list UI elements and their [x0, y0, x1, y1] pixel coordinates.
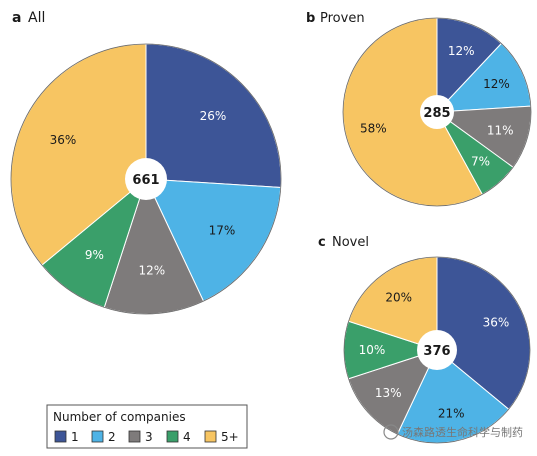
pie-chart-proven: 12% 12% 11% 7% 58% 285: [342, 17, 532, 207]
proven-center-circle: [420, 95, 454, 129]
all-slice-label-5+: 36%: [50, 133, 77, 147]
watermark-text: 汤森路透生命科学与制药: [402, 425, 523, 439]
legend-swatch-1: [54, 430, 67, 443]
proven-slice-label-1: 12%: [448, 44, 475, 58]
panel-b-letter: b: [306, 11, 315, 26]
legend-swatch-2: [91, 430, 104, 443]
proven-slice-label-4: 7%: [471, 154, 490, 168]
panel-b-title: Proven: [320, 11, 365, 26]
proven-slice-label-5+: 58%: [360, 121, 387, 135]
panel-c-letter: c: [318, 235, 326, 250]
proven-slice-label-2: 12%: [483, 77, 510, 91]
all-total-label: 661: [132, 173, 159, 188]
novel-slice-label-1: 36%: [483, 315, 510, 329]
legend-label-4: 4: [183, 430, 191, 444]
all-slice-label-3: 12%: [138, 264, 165, 278]
proven-pie-outline: [342, 17, 532, 207]
panel-c-title: Novel: [332, 235, 369, 250]
legend: Number of companies 1 2 3 4 5+: [46, 404, 248, 449]
all-slice-label-2: 17%: [209, 224, 236, 238]
legend-swatch-3: [128, 430, 141, 443]
legend-swatch-5+: [204, 430, 217, 443]
watermark: 汤森路透生命科学与制药: [383, 424, 523, 440]
novel-slice-label-4: 10%: [359, 343, 386, 357]
panel-a: a All 26% 17% 12% 9% 36% 661: [10, 10, 282, 315]
legend-label-3: 3: [145, 430, 153, 444]
legend-items: 1 2 3 4 5+: [54, 430, 239, 444]
legend-label-2: 2: [108, 430, 116, 444]
novel-pie-outline: [343, 256, 531, 444]
novel-slice-label-5+: 20%: [385, 290, 412, 304]
legend-label-5+: 5+: [221, 430, 239, 444]
all-slice-label-1: 26%: [200, 109, 227, 123]
proven-slice-label-3: 11%: [487, 123, 514, 137]
panel-a-title: All: [28, 10, 45, 26]
legend-swatch-4: [166, 430, 179, 443]
legend-label-1: 1: [71, 430, 79, 444]
all-slice-label-4: 9%: [85, 248, 104, 262]
panel-c: c Novel 36% 21% 13% 10% 20% 376: [318, 235, 531, 444]
novel-slice-label-2: 21%: [438, 407, 465, 421]
proven-total-label: 285: [423, 106, 450, 121]
legend-title: Number of companies: [53, 410, 186, 424]
novel-total-label: 376: [423, 344, 450, 359]
pie-chart-novel: 36% 21% 13% 10% 20% 376: [343, 256, 531, 444]
panel-b: b Proven 12% 12% 11% 7% 58% 285: [306, 11, 532, 207]
panel-a-letter: a: [12, 10, 21, 26]
novel-slice-label-3: 13%: [375, 386, 402, 400]
all-pie-outline: [10, 43, 282, 315]
watermark-icon: [383, 424, 399, 440]
novel-center-circle: [417, 330, 457, 370]
all-center-circle: [125, 158, 167, 200]
pie-chart-all: 26% 17% 12% 9% 36% 661: [10, 43, 282, 315]
